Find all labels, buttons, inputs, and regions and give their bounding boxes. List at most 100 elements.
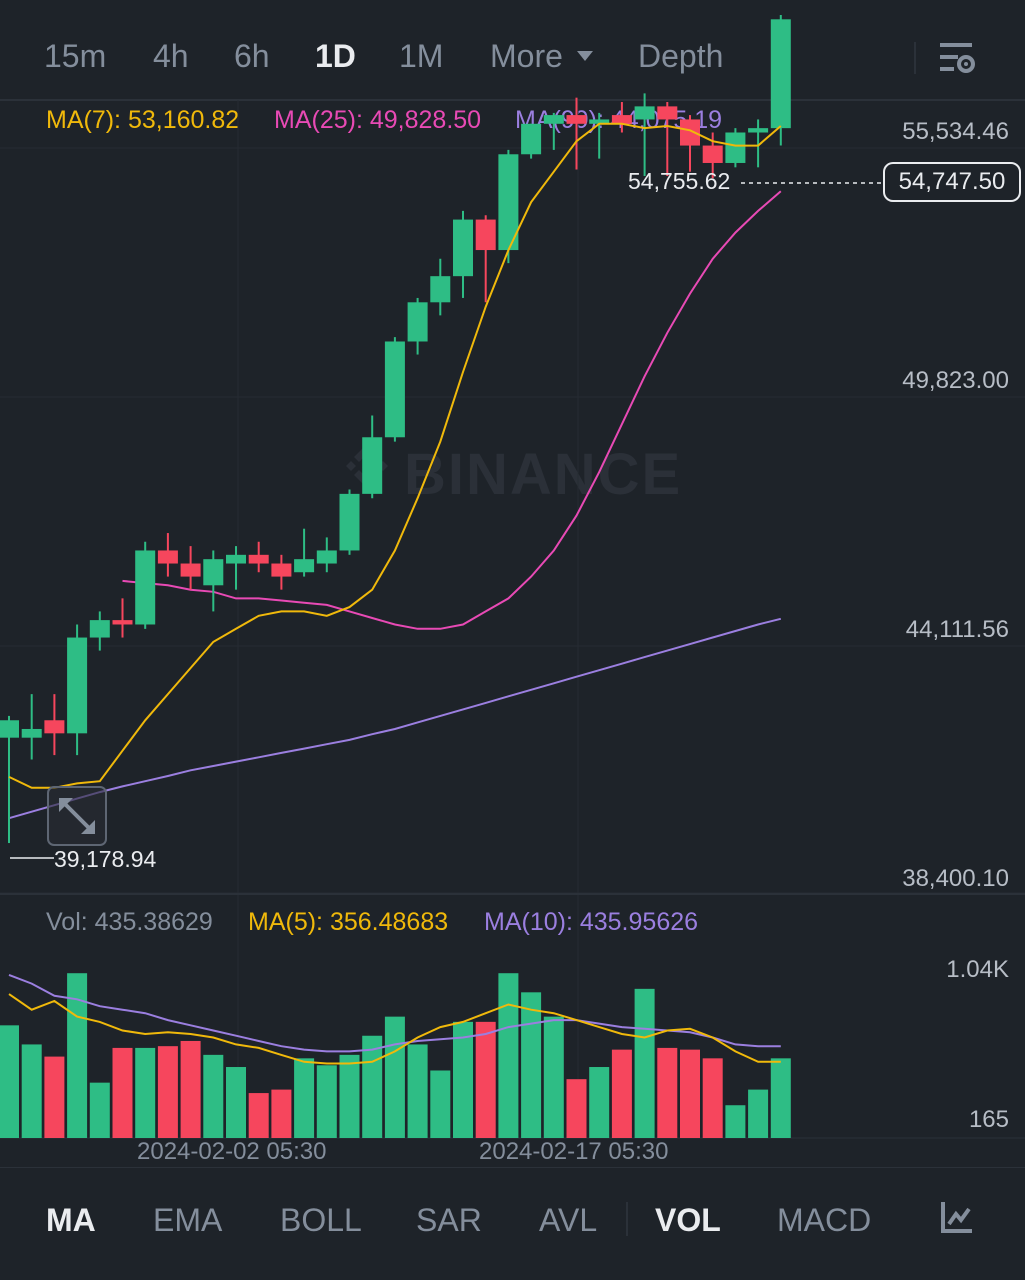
volume-bar	[89, 1082, 110, 1138]
ma25-legend: MA(25): 49,828.50	[274, 106, 482, 134]
price-axis-label-2: 49,823.00	[902, 367, 1009, 394]
volume-bar	[657, 1047, 678, 1138]
candle-body	[67, 637, 88, 734]
indicator-divider	[626, 1202, 628, 1236]
candle-body	[384, 341, 405, 438]
candle-body	[543, 115, 564, 124]
volume-bar	[44, 1056, 65, 1138]
tab-4h[interactable]: 4h	[153, 38, 189, 74]
volume-bar	[634, 988, 655, 1138]
vol-ma5-line	[8, 993, 781, 1065]
chart-settings-icon[interactable]	[938, 40, 976, 76]
current-price-line	[741, 182, 886, 184]
volume-bar	[453, 1021, 473, 1138]
time-axis-label-2: 2024-02-17 05:30	[479, 1138, 669, 1165]
tab-1m[interactable]: 1M	[399, 38, 444, 74]
vol-ma5-legend: MA(5): 356.48683	[248, 908, 449, 936]
indicator-ema[interactable]: EMA	[153, 1202, 223, 1238]
volume-bar	[0, 1025, 19, 1138]
volume-legend: Vol: 435.38629	[46, 908, 213, 936]
ma25-layer	[122, 190, 782, 630]
candle-body	[226, 554, 246, 564]
indicator-sar[interactable]: SAR	[416, 1202, 482, 1238]
volume-bar	[316, 1065, 337, 1138]
time-axis-label-1: 2024-02-02 05:30	[137, 1138, 327, 1165]
candle-body	[407, 302, 428, 342]
current-price-tag[interactable]: 54,747.50	[883, 162, 1021, 202]
candle-body	[475, 219, 496, 251]
ma25-line	[122, 190, 782, 630]
volume-bar	[589, 1067, 610, 1138]
tab-depth[interactable]: Depth	[638, 38, 724, 74]
volume-bar	[566, 1079, 587, 1138]
volume-bar	[203, 1054, 224, 1138]
tab-more-label: More	[490, 38, 563, 74]
kline-chart[interactable]	[0, 0, 1025, 1168]
candle-body	[748, 128, 769, 133]
candle-body	[702, 145, 723, 163]
volume-bar	[702, 1058, 723, 1138]
vol-ma10-line	[8, 973, 781, 1053]
indicator-macd[interactable]: MACD	[777, 1202, 872, 1238]
binance-watermark: BINANCE	[336, 440, 682, 508]
watermark-text: BINANCE	[404, 442, 683, 507]
volume-bar	[339, 1054, 360, 1138]
low-price-line	[10, 857, 54, 859]
volume-bar	[680, 1049, 700, 1138]
volume-layer	[0, 973, 791, 1138]
candle-body	[657, 106, 678, 120]
candle-body	[339, 493, 360, 551]
candle-body	[294, 559, 315, 573]
candle-body	[271, 563, 292, 577]
indicator-settings-icon[interactable]	[940, 1200, 974, 1234]
ma7-layer	[8, 122, 782, 789]
volume-bar	[226, 1067, 246, 1138]
candle-body	[362, 437, 383, 494]
toolbar-divider	[914, 42, 916, 74]
indicator-bar	[0, 1168, 1025, 1280]
vol-axis-label-bottom: 165	[968, 1106, 1009, 1133]
ma7-legend: MA(7): 53,160.82	[46, 106, 240, 134]
volume-bar	[543, 1016, 564, 1138]
expand-icon[interactable]	[47, 786, 107, 846]
ma7-line	[8, 122, 782, 789]
tab-more[interactable]: More	[490, 38, 594, 75]
tab-6h[interactable]: 6h	[234, 38, 270, 74]
timeframe-bar: 15m 4h 6h 1D 1M More Depth	[0, 0, 1025, 100]
candle-body	[0, 720, 19, 738]
indicator-avl[interactable]: AVL	[539, 1202, 598, 1238]
top-divider	[0, 99, 1025, 101]
volume-bar	[498, 973, 519, 1138]
volume-bar	[475, 1021, 496, 1138]
ma99-layer	[8, 617, 782, 820]
volume-bar	[67, 973, 88, 1138]
indicator-vol[interactable]: VOL	[655, 1202, 721, 1238]
volume-bar	[407, 1044, 428, 1138]
volume-bar	[112, 1047, 133, 1138]
price-axis-label-bottom: 38,400.10	[902, 865, 1009, 892]
vol-axis-label-top: 1.04K	[946, 956, 1009, 983]
volume-bar	[180, 1040, 201, 1138]
volume-bar	[770, 1058, 791, 1138]
high-price-label: 54,755.62	[628, 168, 731, 194]
candle-body	[453, 219, 473, 277]
candle-body	[180, 563, 201, 577]
price-axis-label-top: 55,534.46	[902, 118, 1009, 145]
candle-body	[112, 620, 133, 625]
indicator-boll[interactable]: BOLL	[280, 1202, 362, 1238]
volume-bar	[384, 1016, 405, 1138]
candle-body	[316, 550, 337, 564]
volume-bar	[611, 1049, 632, 1138]
candle-body	[21, 728, 42, 738]
candle-body	[89, 620, 110, 638]
candle-body	[44, 720, 65, 734]
vol-ma10-legend: MA(10): 435.95626	[484, 908, 699, 936]
candle-body	[770, 19, 791, 129]
indicator-ma[interactable]: MA	[46, 1202, 96, 1238]
tab-1d[interactable]: 1D	[315, 38, 356, 74]
price-axis-label-3: 44,111.56	[905, 616, 1009, 643]
candle-body	[135, 550, 156, 625]
tab-15m[interactable]: 15m	[44, 38, 107, 74]
volume-bar	[430, 1070, 451, 1138]
candle-body	[634, 106, 655, 120]
